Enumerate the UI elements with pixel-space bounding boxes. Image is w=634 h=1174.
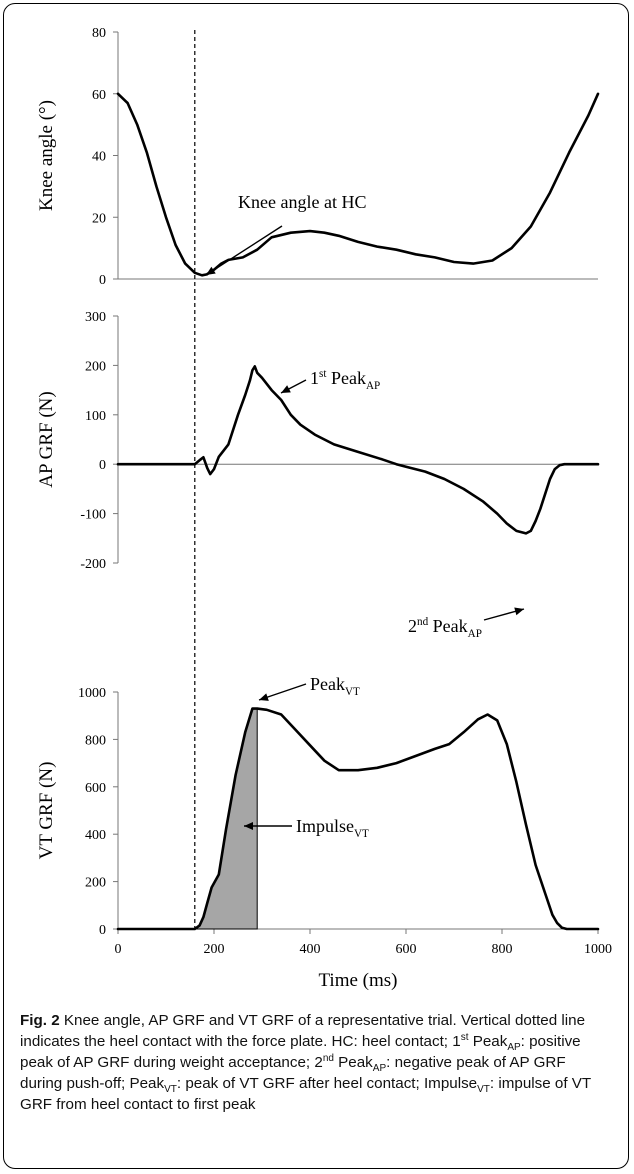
series-line [116,707,600,931]
y-axis-label: Knee angle (°) [36,100,57,211]
y-tick-label: 800 [85,733,106,748]
figure-caption: Fig. 2 Knee angle, AP GRF and VT GRF of … [20,1010,610,1115]
impulse-area [193,708,258,930]
y-tick-label: 40 [92,150,106,165]
y-tick-label: 80 [92,26,106,41]
y-tick-label: 60 [92,88,106,103]
figure-chart: 0 20 40 60 80 Knee angle (°) -200 -100 0 100 200 30… [36,26,612,991]
x-axis-label: Time (ms) [318,970,397,991]
figure-frame [3,3,629,1169]
y-tick-label: -100 [80,508,106,523]
annotation-impulse-vt: ImpulseVT [296,816,369,840]
y-tick-label: 100 [85,409,106,424]
panel-2: -200 -100 0 100 200 300 AP GRF (N) [36,310,600,572]
y-tick-label: 0 [99,923,106,938]
panel-3: 0 200 400 600 800 1000 VT GRF (N) 0 200 400 600 800… [36,686,612,991]
annotation-2nd-peak-ap: 2nd PeakAP [408,616,482,640]
caption-fig-label: Fig. 2 [20,1012,60,1029]
x-tick-label: 400 [300,942,321,957]
y-tick-label: 600 [85,781,106,796]
caption-sup-1: st [460,1031,469,1043]
panel-1: 0 20 40 60 80 Knee angle (°) [36,26,600,288]
annotation-peak-vt: PeakVT [310,674,360,698]
caption-sub-2: AP [372,1063,387,1075]
caption-text-6: : peak of VT GRF after heel contact; Imp… [176,1075,478,1092]
y-tick-label: 200 [85,876,106,891]
annotation-arrow-knee-head [206,266,216,275]
y-tick-label: 0 [99,273,106,288]
annotation-1st-peak-ap: 1st PeakAP [310,368,380,392]
caption-text-1: Knee angle, AP GRF and VT GRF of a repre… [20,1012,586,1050]
x-tick-label: 0 [115,942,122,957]
caption-text-7: : impulse of VT GRF from heel contact to… [20,1075,591,1113]
y-tick-label: -200 [80,557,106,572]
annotation-arrow-2nd-peak-head [514,607,524,616]
annotation-arrow-impulse-head [244,822,253,830]
annotation-arrow-knee-shaft [205,225,283,276]
caption-sub-3: VT [164,1084,177,1096]
x-tick-label: 200 [204,942,225,957]
series-line [116,92,600,277]
annotation-arrow-peak-vt-head [259,693,269,701]
y-tick-label: 0 [99,458,106,473]
y-tick-label: 200 [85,359,106,374]
y-tick-label: 300 [85,310,106,325]
caption-sup-2: nd [322,1052,334,1064]
caption-text-2: Peak [468,1033,508,1050]
x-tick-label: 600 [396,942,417,957]
y-tick-label: 1000 [78,686,106,701]
y-axis-label: VT GRF (N) [36,762,57,860]
caption-sub-4: VT [477,1084,490,1096]
caption-text-3: : positive peak of AP GRF during weight … [20,1033,581,1071]
caption-sub-1: AP [507,1042,521,1054]
x-tick-label: 1000 [584,942,612,957]
caption-text-4: Peak [333,1054,373,1071]
y-tick-label: 400 [85,828,106,843]
y-tick-label: 20 [92,211,106,226]
y-axis-label: AP GRF (N) [36,391,57,487]
series-line [116,365,600,535]
caption-text-5: : negative peak of AP GRF during push-of… [20,1054,566,1092]
annotation-arrow-1st-peak-head [281,385,291,393]
annotation-knee-angle-at-hc: Knee angle at HC [238,192,366,212]
x-tick-label: 800 [492,942,513,957]
